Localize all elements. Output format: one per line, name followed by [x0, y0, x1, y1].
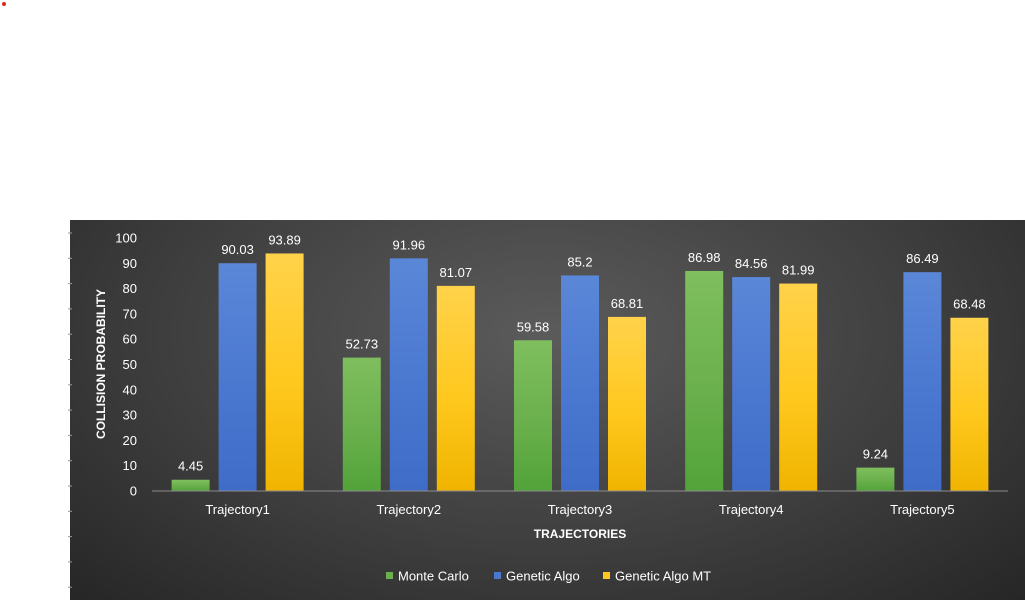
bar-genetic-algo-trajectory3 [561, 275, 599, 491]
marker-dot [2, 2, 6, 6]
legend-label: Monte Carlo [398, 569, 469, 584]
data-label: 52.73 [346, 337, 379, 352]
y-tick-label: 100 [115, 231, 137, 246]
bars-layer [171, 253, 989, 491]
x-axis-title: TRAJECTORIES [534, 527, 626, 541]
data-label: 86.49 [906, 251, 939, 266]
y-tick-label: 10 [123, 458, 137, 473]
left-edge-ticks [68, 232, 72, 588]
data-label: 86.98 [688, 250, 721, 265]
legend: Monte Carlo Genetic Algo Genetic Algo MT [386, 569, 711, 584]
y-axis-title: COLLISION PROBABILITY [94, 289, 108, 439]
data-labels: 4.45 90.03 93.89 52.73 91.96 81.07 59.58 85.2 68… [178, 232, 986, 473]
bar-genetic-algo-trajectory2 [389, 258, 428, 491]
data-label: 85.2 [567, 254, 592, 269]
legend-label: Genetic Algo [506, 569, 580, 584]
bar-monte-carlo-trajectory1 [171, 479, 210, 491]
data-label: 91.96 [393, 237, 426, 252]
bar-genetic-algo-trajectory5 [903, 272, 942, 491]
data-label: 59.58 [517, 319, 550, 334]
y-tick-label: 60 [123, 332, 137, 347]
x-tick-label: Trajectory5 [890, 502, 955, 517]
bar-monte-carlo-trajectory5 [856, 467, 895, 491]
bar-monte-carlo-trajectory4 [685, 270, 724, 491]
x-tick-labels: Trajectory1 Trajectory2 Trajectory3 Traject… [205, 502, 954, 517]
data-label: 9.24 [863, 447, 888, 462]
y-tick-label: 20 [123, 433, 137, 448]
bar-genetic-algo-mt-trajectory4 [779, 283, 818, 491]
legend-swatch [494, 572, 501, 579]
legend-swatch [603, 572, 610, 579]
y-tick-label: 0 [130, 484, 137, 499]
bar-genetic-algo-trajectory1 [218, 263, 257, 491]
bar-genetic-algo-trajectory4 [732, 277, 771, 491]
x-tick-label: Trajectory1 [205, 502, 270, 517]
data-label: 84.56 [735, 256, 768, 271]
data-label: 81.99 [782, 263, 815, 278]
x-tick-label: Trajectory3 [548, 502, 613, 517]
bar-monte-carlo-trajectory3 [514, 340, 552, 491]
bar-monte-carlo-trajectory2 [342, 357, 381, 491]
legend-label: Genetic Algo MT [615, 569, 711, 584]
bar-genetic-algo-mt-trajectory3 [608, 316, 646, 491]
y-tick-label: 70 [123, 306, 137, 321]
data-label: 68.81 [611, 296, 644, 311]
data-label: 68.48 [953, 297, 986, 312]
data-label: 4.45 [178, 459, 203, 474]
x-tick-label: Trajectory4 [719, 502, 784, 517]
legend-swatch [386, 572, 393, 579]
bar-genetic-algo-mt-trajectory1 [265, 253, 304, 491]
bar-genetic-algo-mt-trajectory5 [950, 317, 989, 491]
data-label: 93.89 [268, 232, 301, 247]
data-label: 90.03 [221, 242, 254, 257]
x-tick-label: Trajectory2 [377, 502, 442, 517]
y-tick-label: 80 [123, 281, 137, 296]
bar-genetic-algo-mt-trajectory2 [436, 285, 475, 491]
y-tick-label: 30 [123, 408, 137, 423]
y-tick-labels: 0 10 20 30 40 50 60 70 80 90 100 [115, 231, 137, 499]
y-tick-label: 40 [123, 382, 137, 397]
y-tick-label: 50 [123, 357, 137, 372]
data-label: 81.07 [440, 265, 473, 280]
y-tick-label: 90 [123, 256, 137, 271]
